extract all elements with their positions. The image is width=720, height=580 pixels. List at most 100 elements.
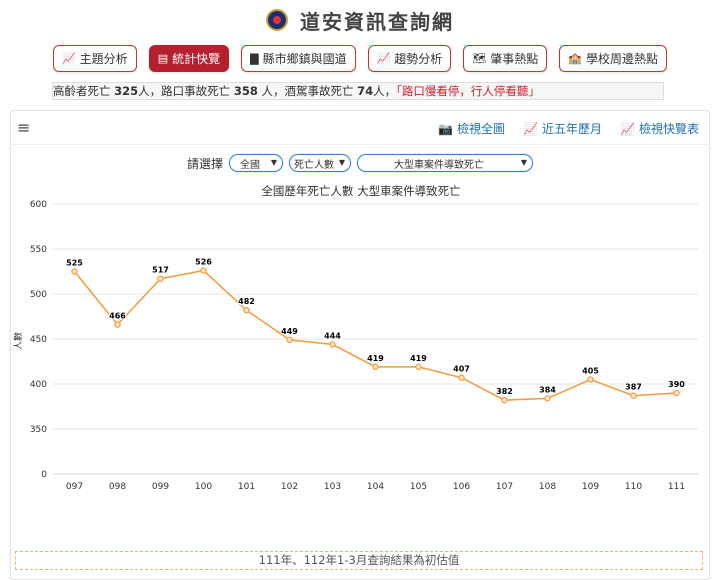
ticker-text-1: 高齡者死亡 bbox=[53, 84, 115, 98]
ticker-value-drunk: 74 bbox=[357, 84, 374, 98]
chevron-down-icon: ▼ bbox=[270, 158, 277, 167]
ticker-slogan: 「路口慢看停，行人停看聽」 bbox=[396, 84, 540, 98]
data-label: 517 bbox=[152, 266, 169, 275]
data-label: 407 bbox=[453, 365, 470, 374]
nav-label: 統計快覽 bbox=[172, 52, 221, 66]
area-chart-icon: 📈 bbox=[61, 52, 76, 65]
data-points bbox=[71, 267, 680, 404]
nav-label: 主題分析 bbox=[79, 52, 128, 66]
camera-icon: 📷 bbox=[438, 121, 454, 136]
chart-title: 全國歷年死亡人數 大型車案件導致死亡 bbox=[261, 184, 460, 198]
data-point[interactable] bbox=[243, 306, 250, 314]
data-point[interactable] bbox=[587, 376, 594, 383]
nav-accident-hotspots[interactable]: 🗺 肇事熱點 bbox=[463, 45, 548, 72]
chart-panel: ≡ 📷 檢視全圖 📈 近五年歷月 📈 檢視快覽表 請選擇 全國 ▼ 死亡人數 ▼ bbox=[10, 110, 710, 580]
data-point[interactable] bbox=[71, 268, 78, 275]
map-icon: 🗺 bbox=[472, 52, 487, 65]
data-point[interactable] bbox=[200, 267, 207, 274]
data-point[interactable] bbox=[157, 275, 164, 282]
x-axis-ticks: 097 098 099 100 101 102 103 104 105 106 107 108 109 1… bbox=[66, 482, 685, 492]
y-axis-label: 人數 bbox=[12, 332, 24, 350]
region-select[interactable]: 全國 ▼ bbox=[229, 154, 283, 172]
x-tick-label: 100 bbox=[195, 482, 212, 492]
x-tick-label: 106 bbox=[453, 482, 470, 492]
x-tick-label: 105 bbox=[410, 482, 427, 492]
y-tick-label: 400 bbox=[30, 380, 47, 390]
bar-chart-icon: ▇ bbox=[250, 52, 259, 65]
data-label: 382 bbox=[496, 387, 513, 396]
data-label: 526 bbox=[195, 258, 212, 267]
x-tick-label: 098 bbox=[109, 482, 126, 492]
police-badge-icon bbox=[266, 9, 288, 31]
select-prompt: 請選擇 bbox=[186, 156, 223, 171]
x-tick-label: 111 bbox=[668, 482, 685, 492]
nav-topic-analysis[interactable]: 📈 主題分析 bbox=[52, 45, 137, 72]
series-line bbox=[73, 269, 677, 401]
data-labels: 525 466 517 526 482 449 444 419 419 407 382 384 405 3… bbox=[65, 257, 686, 398]
tool-label: 檢視全圖 bbox=[457, 122, 506, 136]
hamburger-menu-icon[interactable]: ≡ bbox=[17, 118, 31, 137]
data-label: 449 bbox=[281, 327, 298, 336]
tool-label: 近五年歷月 bbox=[542, 122, 603, 136]
ticker-text-4: 人， bbox=[373, 84, 397, 98]
area-chart-icon: 📈 bbox=[376, 52, 391, 65]
x-tick-label: 109 bbox=[582, 482, 599, 492]
school-icon: 🏫 bbox=[568, 52, 582, 65]
data-label: 419 bbox=[410, 354, 427, 363]
y-axis-ticks: 0 350 400 450 500 550 600 bbox=[30, 200, 47, 480]
category-select-value: 大型車案件導致死亡 bbox=[394, 159, 484, 171]
data-label: 390 bbox=[668, 380, 685, 389]
data-point[interactable] bbox=[630, 392, 637, 399]
footnote: 111年、112年1-3月查詢結果為初估值 bbox=[15, 551, 703, 570]
view-full-chart-button[interactable]: 📷 檢視全圖 bbox=[438, 120, 505, 137]
view-table-button[interactable]: 📈 檢視快覽表 bbox=[620, 120, 699, 137]
data-label: 384 bbox=[539, 385, 556, 394]
data-point[interactable] bbox=[501, 396, 508, 404]
nav-county-highway[interactable]: ▇ 縣市鄉鎮與國道 bbox=[241, 45, 356, 72]
data-label: 525 bbox=[66, 259, 83, 268]
chevron-down-icon: ▼ bbox=[338, 158, 345, 167]
data-point[interactable] bbox=[372, 363, 379, 371]
five-year-monthly-button[interactable]: 📈 近五年歷月 bbox=[523, 120, 602, 137]
x-tick-label: 097 bbox=[66, 482, 83, 492]
data-point[interactable] bbox=[286, 336, 293, 344]
x-tick-label: 110 bbox=[625, 482, 642, 492]
category-select[interactable]: 大型車案件導致死亡 ▼ bbox=[357, 154, 533, 172]
news-ticker: 高齡者死亡 325人，路口事故死亡 358 人，酒駕事故死亡 74人，「路口慢看… bbox=[52, 82, 664, 100]
data-point[interactable] bbox=[114, 321, 121, 328]
data-label: 405 bbox=[582, 367, 599, 376]
x-tick-label: 107 bbox=[496, 482, 513, 492]
ticker-value-intersection: 358 bbox=[233, 84, 258, 98]
nav-trend-analysis[interactable]: 📈 趨勢分析 bbox=[367, 45, 452, 72]
x-tick-label: 101 bbox=[238, 482, 255, 492]
panel-header: ≡ 📷 檢視全圖 📈 近五年歷月 📈 檢視快覽表 bbox=[11, 111, 709, 145]
x-tick-label: 103 bbox=[324, 482, 341, 492]
chevron-down-icon: ▼ bbox=[520, 158, 527, 167]
data-point[interactable] bbox=[544, 395, 551, 402]
x-tick-label: 104 bbox=[367, 482, 384, 492]
y-tick-label: 500 bbox=[30, 290, 47, 300]
data-point[interactable] bbox=[458, 374, 465, 381]
data-point[interactable] bbox=[673, 389, 680, 397]
nav-stats-overview[interactable]: ▤ 統計快覽 bbox=[148, 45, 230, 72]
nav-label: 肇事熱點 bbox=[490, 52, 539, 66]
data-label: 419 bbox=[367, 354, 384, 363]
region-select-value: 全國 bbox=[240, 159, 260, 171]
area-chart-icon: 📈 bbox=[620, 121, 635, 136]
ticker-text-3: 人，酒駕事故死亡 bbox=[257, 84, 358, 98]
ticker-text-2: 人，路口事故死亡 bbox=[138, 84, 234, 98]
y-tick-label: 600 bbox=[30, 200, 47, 210]
data-point[interactable] bbox=[329, 341, 336, 348]
metric-select[interactable]: 死亡人數 ▼ bbox=[289, 154, 351, 172]
list-card-icon: ▤ bbox=[157, 52, 169, 65]
line-chart: 全國歷年死亡人數 大型車案件導致死亡 人數 0 350 400 450 500 550 60… bbox=[12, 184, 698, 492]
site-title: 道安資訊查詢網 bbox=[300, 9, 454, 34]
metric-select-value: 死亡人數 bbox=[294, 159, 334, 171]
y-tick-label: 0 bbox=[41, 470, 47, 480]
data-point[interactable] bbox=[415, 363, 422, 371]
area-chart-icon: 📈 bbox=[523, 121, 539, 136]
ticker-value-elderly: 325 bbox=[114, 84, 139, 98]
y-tick-label: 350 bbox=[30, 425, 47, 435]
data-label: 444 bbox=[324, 331, 341, 340]
nav-school-hotspots[interactable]: 🏫 學校周邊熱點 bbox=[559, 45, 668, 72]
